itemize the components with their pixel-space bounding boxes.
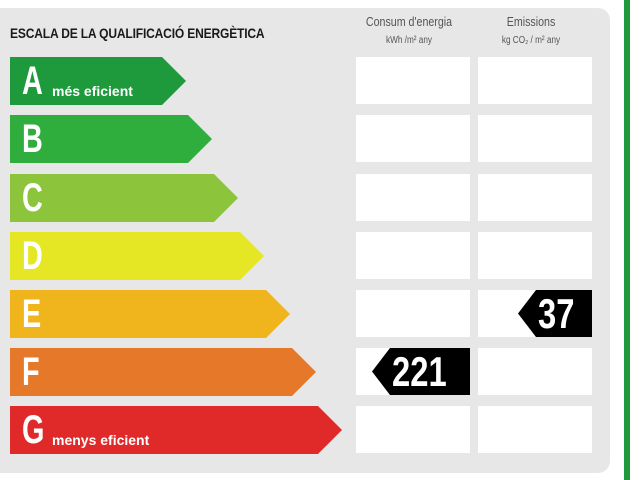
emissions-column-header: Emissions kg CO₂ / m² any xyxy=(472,14,590,46)
border-stripe xyxy=(624,0,630,480)
rating-arrow-shape xyxy=(10,174,238,222)
consum-cell-c xyxy=(356,174,470,221)
emissions-cell-b xyxy=(478,115,592,162)
emissions-cell-f xyxy=(478,348,592,395)
emissions-heading: Emissions xyxy=(506,14,556,29)
rating-letter: F xyxy=(22,350,40,394)
marker-arrow-fill xyxy=(372,348,470,395)
rating-bar-e: E xyxy=(10,290,290,338)
consum-cell-a xyxy=(356,57,470,104)
emissions-cell-c xyxy=(478,174,592,221)
rating-arrow-shape xyxy=(10,406,342,454)
rating-letter: D xyxy=(22,234,43,278)
emissions-cell-d xyxy=(478,232,592,279)
marker-arrow-shape xyxy=(372,348,470,395)
rating-arrow-fill xyxy=(10,406,342,454)
emissions-cell-a xyxy=(478,57,592,104)
emissions-cell-g xyxy=(478,406,592,453)
consum-cell-d xyxy=(356,232,470,279)
consum-unit: kWh /m² any xyxy=(385,35,433,46)
rating-letter: B xyxy=(22,117,43,161)
rating-arrow-fill xyxy=(10,232,264,280)
marker-arrow-shape xyxy=(518,290,592,337)
rating-letter: E xyxy=(22,292,42,336)
rating-arrow-fill xyxy=(10,348,316,396)
rating-arrow-shape xyxy=(10,348,316,396)
rating-arrow-shape xyxy=(10,290,290,338)
marker-value: 37 xyxy=(538,290,575,337)
rating-letter: G xyxy=(22,408,45,452)
rating-sublabel: menys eficient xyxy=(52,432,150,448)
rating-bar-c: C xyxy=(10,174,238,222)
consum-value-marker: 221 xyxy=(372,348,470,395)
rating-arrow-fill xyxy=(10,115,212,163)
rating-arrow-shape xyxy=(10,232,264,280)
rating-letter: C xyxy=(22,176,43,220)
rating-bar-d: D xyxy=(10,232,264,280)
rating-arrow-shape xyxy=(10,115,212,163)
rating-arrow-shape xyxy=(10,57,186,105)
scale-title: ESCALA DE LA QUALIFICACIÓ ENERGÈTICA xyxy=(10,25,265,41)
consum-cell-e xyxy=(356,290,470,337)
consum-cell-b xyxy=(356,115,470,162)
rating-sublabel: més eficient xyxy=(52,83,133,99)
rating-bar-f: F xyxy=(10,348,316,396)
rating-arrow-fill xyxy=(10,290,290,338)
consum-cell-g xyxy=(356,406,470,453)
rating-letter: A xyxy=(22,59,43,103)
emissions-value-marker: 37 xyxy=(518,290,592,337)
rating-arrow-fill xyxy=(10,174,238,222)
emissions-unit: kg CO₂ / m² any xyxy=(501,35,561,46)
consum-column-header: Consum d'energia kWh /m² any xyxy=(350,14,468,46)
marker-value: 221 xyxy=(392,348,447,395)
consum-heading: Consum d'energia xyxy=(365,14,453,29)
rating-arrow-fill xyxy=(10,57,186,105)
marker-arrow-fill xyxy=(518,290,592,337)
rating-bar-b: B xyxy=(10,115,212,163)
